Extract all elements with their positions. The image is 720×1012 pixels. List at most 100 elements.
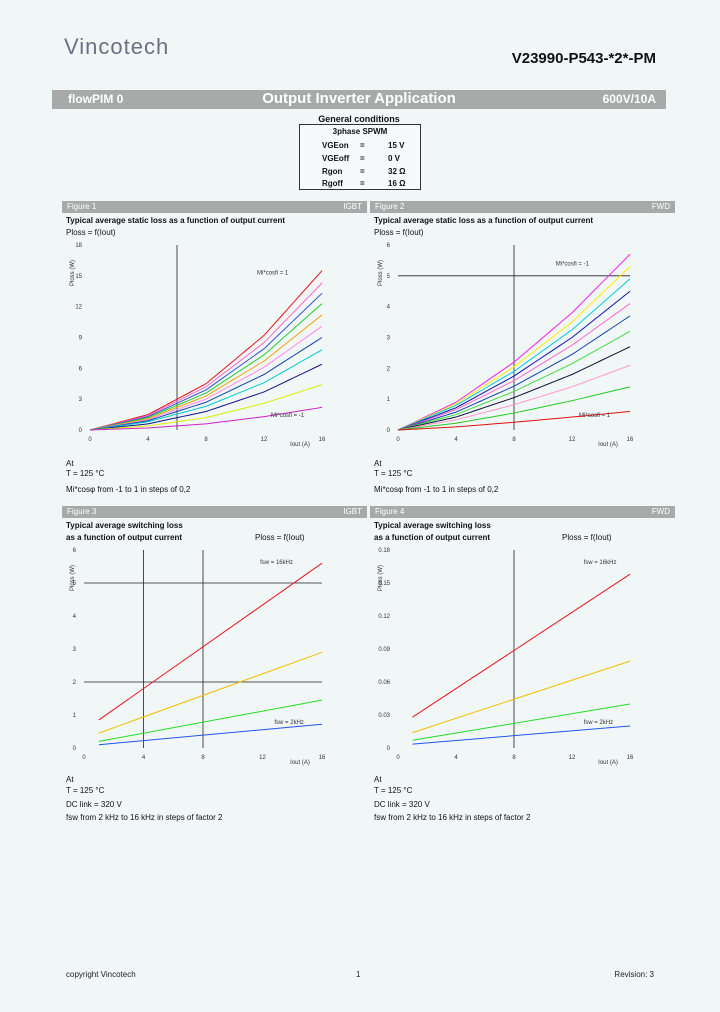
x-tick-label: 0 [88, 437, 92, 443]
y-tick-label: 5 [387, 274, 391, 280]
figure-3-caption: as a function of output current [66, 533, 182, 542]
chart-annotation: fsw = 16kHz [260, 560, 293, 566]
y-tick-label: 0.03 [378, 713, 390, 719]
footer-copyright: copyright Vincotech [66, 970, 136, 979]
y-tick-label: 1 [387, 397, 391, 403]
y-axis-label: Ploss (W) [70, 565, 76, 591]
y-tick-label: 4 [387, 305, 391, 311]
figure-3-note: T = 125 °C [66, 786, 105, 795]
series-line-10 [397, 411, 631, 431]
chart-figure-4: 0 4 8 12 16 0 0.03 0.06 0.09 0.12 0.15 0.18 Iout (A)… [378, 548, 634, 766]
series-line-1 [89, 282, 323, 431]
series-line-2 [98, 699, 323, 742]
y-tick-label: 6 [79, 366, 83, 372]
x-tick-label: 16 [319, 755, 326, 761]
y-tick-label: 0.15 [378, 581, 390, 587]
y-tick-label: 3 [387, 336, 391, 342]
figure-1-note: Mi*cosφ from -1 to 1 in steps of 0,2 [66, 485, 191, 494]
chart-annotation: fsw = 2kHz [584, 720, 614, 726]
x-axis-label: Iout (A) [290, 442, 310, 448]
vincotech-logo: Vincotech [64, 34, 170, 59]
x-tick-label: 8 [201, 755, 205, 761]
figure-3-caption: Typical average switching loss [66, 521, 183, 530]
series-line-6 [89, 337, 323, 431]
y-tick-label: 18 [75, 243, 82, 249]
series-line-0 [412, 573, 631, 718]
y-tick-label: 0 [387, 746, 391, 752]
chart-annotation: Mi*cosfi = -1 [271, 413, 305, 419]
figure-2-note: Mi*cosφ from -1 to 1 in steps of 0,2 [374, 485, 499, 494]
series-line-5 [89, 325, 323, 431]
series-line-3 [98, 723, 323, 746]
y-tick-label: 15 [75, 274, 82, 280]
series-line-3 [412, 725, 631, 745]
figure-2-note: At [374, 459, 382, 468]
x-axis-label: Iout (A) [290, 760, 310, 766]
general-conditions-box: 3phase SPWM VGEon = 15 V VGEoff = 0 V Rg… [299, 124, 421, 190]
y-tick-label: 2 [73, 680, 77, 686]
y-tick-label: 2 [387, 366, 391, 372]
series-line-7 [397, 346, 631, 431]
series-line-9 [89, 384, 323, 431]
rating-label: 600V/10A [602, 92, 656, 106]
y-tick-label: 5 [73, 581, 77, 587]
series-line-5 [397, 315, 631, 431]
x-tick-label: 4 [454, 437, 458, 443]
series-line-2 [412, 703, 631, 741]
y-tick-label: 0.12 [378, 614, 390, 620]
y-tick-label: 3 [79, 397, 83, 403]
series-line-2 [89, 292, 323, 431]
y-tick-label: 6 [73, 548, 77, 554]
series-line-3 [89, 303, 323, 431]
series-line-0 [89, 270, 323, 431]
x-tick-label: 8 [204, 437, 208, 443]
y-tick-label: 9 [79, 336, 83, 342]
y-tick-label: 0 [79, 428, 83, 434]
figure-2-formula: Ploss = f(Iout) [374, 228, 424, 237]
figure-3-note: At [66, 775, 74, 784]
series-line-0 [397, 253, 631, 431]
x-tick-label: 12 [261, 437, 268, 443]
figure-4-note: fsw from 2 kHz to 16 kHz in steps of fac… [374, 813, 531, 822]
y-tick-label: 12 [75, 305, 82, 311]
figure-2-header: Figure 2 FWD [370, 201, 675, 213]
part-number: V23990-P543-*2*-PM [511, 50, 656, 67]
figure-3-note: fsw from 2 kHz to 16 kHz in steps of fac… [66, 813, 223, 822]
y-tick-label: 0 [387, 428, 391, 434]
footer-page-number: 1 [356, 970, 361, 979]
y-tick-label: 0.18 [378, 548, 390, 554]
modulation-mode: 3phase SPWM [332, 127, 388, 136]
series-line-3 [397, 290, 631, 431]
y-tick-label: 4 [73, 614, 77, 620]
series-line-8 [89, 363, 323, 431]
x-tick-label: 4 [146, 437, 150, 443]
x-axis-label: Iout (A) [598, 760, 618, 766]
x-tick-label: 12 [569, 437, 576, 443]
figure-4-header: Figure 4 FWD [370, 506, 675, 518]
x-tick-label: 16 [627, 755, 634, 761]
series-line-7 [89, 349, 323, 431]
y-axis-label: Ploss (W) [378, 260, 384, 286]
figure-4-caption: as a function of output current [374, 533, 490, 542]
x-tick-label: 0 [396, 755, 400, 761]
figure-3-header: Figure 3 IGBT [62, 506, 367, 518]
series-line-4 [397, 303, 631, 431]
general-conditions-title: General conditions [318, 114, 400, 124]
figure-1-note: At [66, 459, 74, 468]
figure-3-formula: Ploss = f(Iout) [255, 533, 305, 542]
figure-1-formula: Ploss = f(Iout) [66, 228, 116, 237]
figure-2-caption: Typical average static loss as a functio… [374, 216, 594, 225]
x-tick-label: 4 [142, 755, 146, 761]
series-line-0 [98, 562, 323, 721]
x-tick-label: 0 [396, 437, 400, 443]
series-line-10 [89, 406, 323, 431]
chart-annotation: Mi*cosfi = 1 [579, 413, 611, 419]
x-tick-label: 16 [319, 437, 326, 443]
series-line-1 [397, 266, 631, 431]
x-tick-label: 0 [82, 755, 86, 761]
figure-4-caption: Typical average switching loss [374, 521, 491, 530]
product-family: flowPIM 0 [68, 92, 124, 106]
chart-annotation: Mi*cosfi = 1 [257, 271, 289, 277]
